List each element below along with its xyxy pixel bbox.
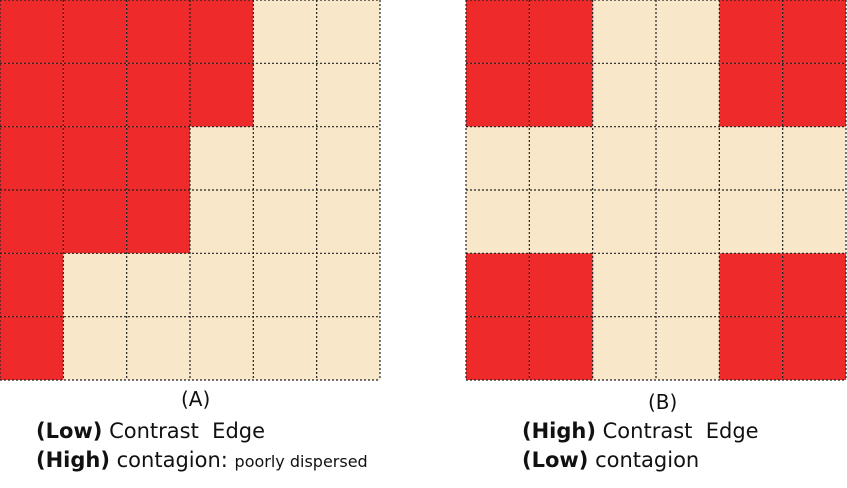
grid-cell <box>656 253 720 317</box>
grid-cell <box>782 126 846 190</box>
grid-cell <box>592 253 656 317</box>
grid-cell <box>719 190 783 254</box>
grid-cell <box>190 190 254 254</box>
panel-label: (B) <box>648 390 678 414</box>
caption-text: contagion: <box>116 448 228 472</box>
grid-cell <box>656 126 720 190</box>
grid-cell <box>0 126 64 190</box>
caption-text: Contrast Edge <box>602 419 759 443</box>
grid-cell <box>719 253 783 317</box>
panel-label: (A) <box>181 387 211 411</box>
grid-cell <box>592 63 656 127</box>
grid-cell <box>782 253 846 317</box>
grid-cell <box>253 126 317 190</box>
grid-cell <box>126 0 190 64</box>
grid-cell <box>0 253 64 317</box>
grid-cell <box>190 253 254 317</box>
grid-cell <box>316 190 380 254</box>
grid-cell <box>529 0 593 64</box>
grid-cell <box>529 316 593 380</box>
grid-cell <box>253 316 317 380</box>
grid-cell <box>466 316 530 380</box>
grid-cell <box>656 63 720 127</box>
grid-cell <box>126 63 190 127</box>
grid-cell <box>782 316 846 380</box>
grid-cell <box>190 126 254 190</box>
grid-cell <box>719 63 783 127</box>
grid-cell <box>719 126 783 190</box>
grid-cell <box>316 316 380 380</box>
grid-cell <box>316 126 380 190</box>
grid-cell <box>63 190 127 254</box>
grid-cell <box>782 63 846 127</box>
grid-cell <box>126 126 190 190</box>
bold-term: (High) <box>36 448 110 472</box>
grid-cell <box>190 316 254 380</box>
grid-cell <box>63 63 127 127</box>
grid-cell <box>592 190 656 254</box>
grid-cell <box>592 0 656 64</box>
caption-text: contagion <box>595 448 700 472</box>
grid-cell <box>466 63 530 127</box>
caption-text: Contrast Edge <box>109 419 266 443</box>
grid-cell <box>63 316 127 380</box>
grid-cell <box>592 126 656 190</box>
grid-cell <box>190 63 254 127</box>
grid-cell <box>529 190 593 254</box>
caption-line: (Low) contagion <box>522 448 699 472</box>
grid-cell <box>592 316 656 380</box>
grid-cell <box>529 253 593 317</box>
grid-cell <box>529 63 593 127</box>
grid-cell <box>0 0 64 64</box>
grid-cell <box>253 253 317 317</box>
grid-cell <box>719 316 783 380</box>
caption-line: (Low) Contrast Edge <box>36 419 265 443</box>
grid-cell <box>126 253 190 317</box>
grid-cell <box>316 253 380 317</box>
grid-cell <box>656 316 720 380</box>
grid-cell <box>782 190 846 254</box>
grid-cell <box>253 0 317 64</box>
bold-term: (Low) <box>36 419 103 443</box>
grid-cell <box>466 126 530 190</box>
grid-cell <box>316 63 380 127</box>
grids <box>0 0 847 381</box>
grid-cell <box>656 0 720 64</box>
grid-cell <box>466 0 530 64</box>
grid-cell <box>126 316 190 380</box>
grid-cell <box>63 0 127 64</box>
grid-cell <box>253 63 317 127</box>
bold-term: (Low) <box>522 448 589 472</box>
grid-cell <box>719 0 783 64</box>
grid-cell <box>0 316 64 380</box>
caption-note: poorly dispersed <box>234 452 368 471</box>
grid-cell <box>63 126 127 190</box>
grid-cell <box>63 253 127 317</box>
grid-cell <box>316 0 380 64</box>
grid-cell <box>466 190 530 254</box>
caption-line: (High) Contrast Edge <box>522 419 759 443</box>
grid-cell <box>656 190 720 254</box>
grid-cell <box>0 190 64 254</box>
grid-cell <box>126 190 190 254</box>
caption-line: (High) contagion: poorly dispersed <box>36 448 368 472</box>
grid-cell <box>782 0 846 64</box>
grid-cell <box>190 0 254 64</box>
grid-cell <box>529 126 593 190</box>
grid-cell <box>253 190 317 254</box>
grid-cell <box>466 253 530 317</box>
bold-term: (High) <box>522 419 596 443</box>
grid-cell <box>0 63 64 127</box>
